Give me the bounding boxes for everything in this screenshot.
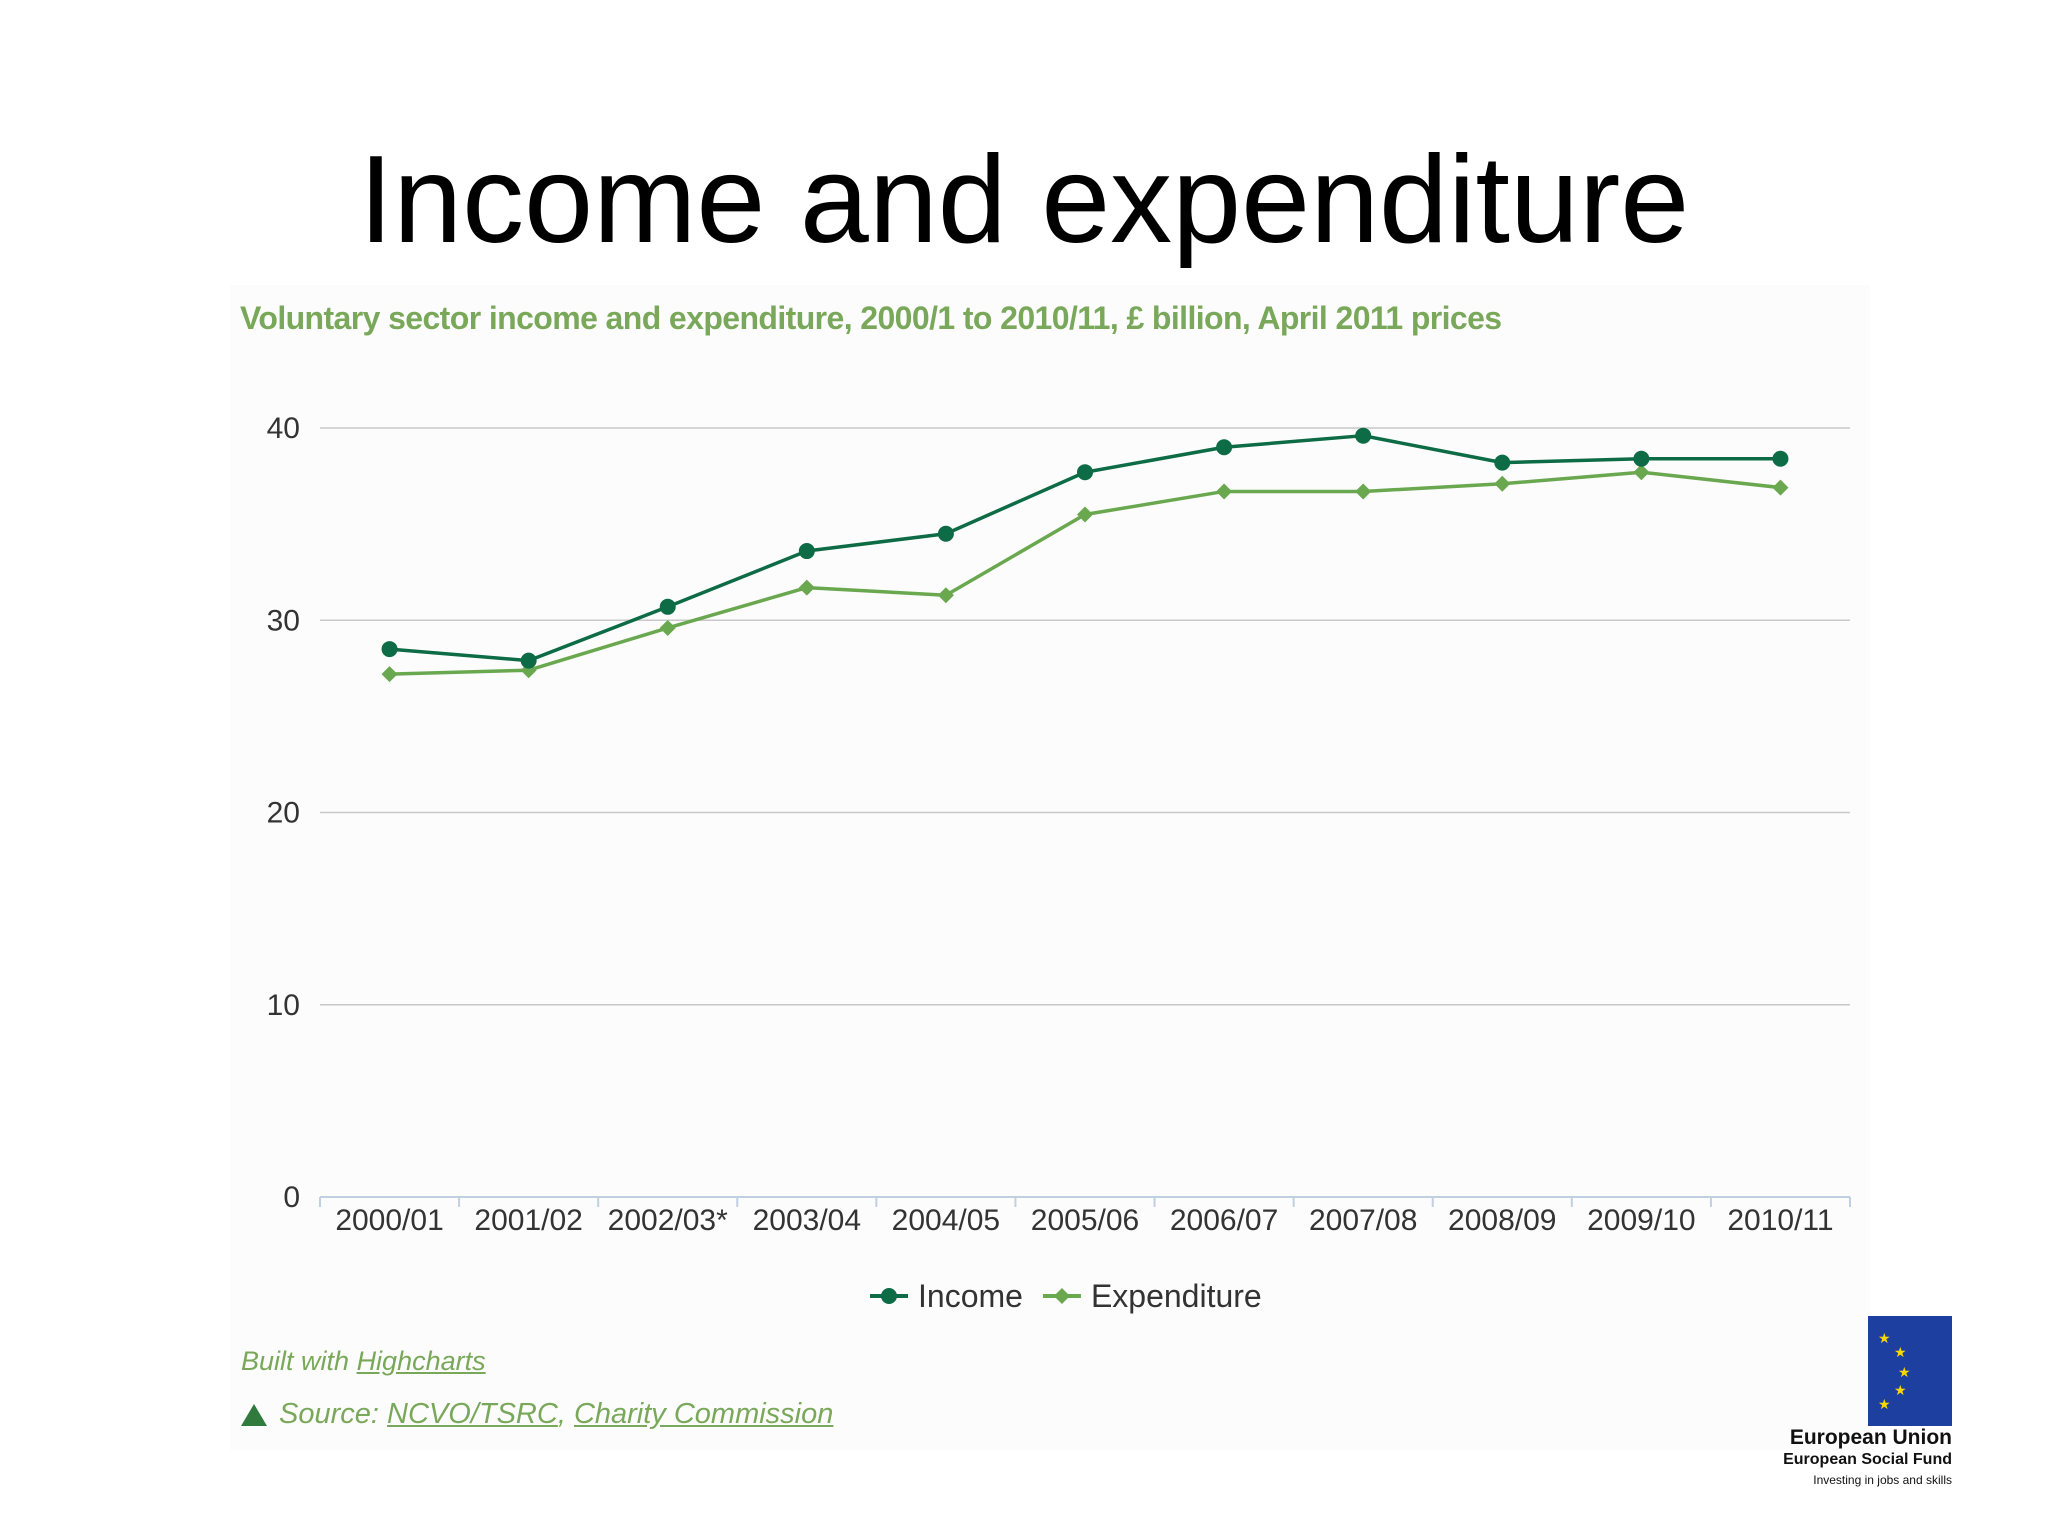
income-point bbox=[1772, 450, 1789, 467]
expenditure-line bbox=[389, 470, 1781, 676]
slide-title: Income and expenditure bbox=[358, 131, 1690, 269]
source-link-charity-commission[interactable]: Charity Commission bbox=[573, 1398, 834, 1430]
y-tick-label: 20 bbox=[267, 797, 300, 830]
eu-logo-line2: European Social Fund bbox=[1783, 1451, 1952, 1468]
y-tick-label: 40 bbox=[267, 412, 300, 445]
eu-logo-line3: Investing in jobs and skills bbox=[1813, 1473, 1952, 1487]
x-tick-label: 2005/06 bbox=[1031, 1204, 1139, 1237]
y-tick-label: 30 bbox=[267, 604, 300, 637]
x-tick-label: 2006/07 bbox=[1170, 1204, 1278, 1237]
eu-logo-line1: European Union bbox=[1789, 1426, 1952, 1449]
source-line: Source: NCVO/TSRC, Charity Commission bbox=[241, 1398, 833, 1431]
expenditure-point bbox=[1077, 506, 1093, 523]
income-point bbox=[520, 652, 537, 669]
y-tick-label: 10 bbox=[267, 989, 300, 1022]
triangle-icon bbox=[241, 1403, 267, 1426]
income-point bbox=[937, 525, 954, 542]
income-point bbox=[1077, 464, 1093, 481]
expenditure-point bbox=[798, 579, 815, 596]
legend: Income Expenditure bbox=[870, 1278, 1262, 1314]
credits-text: Built with bbox=[241, 1346, 350, 1376]
expenditure-point bbox=[1772, 479, 1789, 496]
series-income bbox=[381, 427, 1789, 669]
income-point bbox=[798, 543, 815, 560]
credits: Built with Highcharts bbox=[241, 1346, 486, 1377]
expenditure-point bbox=[1216, 483, 1233, 500]
y-tick-label: 0 bbox=[283, 1181, 300, 1214]
x-tick-label: 2003/04 bbox=[753, 1204, 861, 1237]
income-point bbox=[1216, 439, 1233, 456]
source-separator: , bbox=[557, 1398, 566, 1430]
eu-flag-icon: ★ ★ ★ ★ ★ bbox=[1868, 1316, 1952, 1426]
x-tick-label: 2010/11 bbox=[1727, 1204, 1833, 1237]
legend-marker bbox=[1053, 1288, 1070, 1304]
series-expenditure bbox=[381, 464, 1789, 683]
x-tick-label: 2004/05 bbox=[892, 1204, 1000, 1237]
income-point bbox=[381, 641, 398, 658]
income-point bbox=[659, 598, 676, 615]
highcharts-link[interactable]: Highcharts bbox=[356, 1346, 486, 1376]
expenditure-point bbox=[937, 587, 954, 604]
x-tick-label: 2008/09 bbox=[1448, 1204, 1556, 1237]
chart-panel bbox=[230, 285, 1870, 1450]
x-tick-label: 2001/02 bbox=[474, 1204, 582, 1237]
expenditure-point bbox=[1494, 475, 1511, 492]
x-tick-label: 2009/10 bbox=[1587, 1204, 1695, 1237]
expenditure-point bbox=[1355, 483, 1372, 500]
legend-label: Income bbox=[918, 1278, 1023, 1314]
expenditure-point bbox=[1633, 464, 1650, 481]
x-tick-label: 2002/03* bbox=[608, 1204, 728, 1237]
income-point bbox=[1633, 450, 1650, 467]
source-label: Source: bbox=[279, 1398, 379, 1430]
legend-label: Expenditure bbox=[1091, 1278, 1262, 1314]
income-point bbox=[1494, 454, 1511, 471]
x-tick-label: 2007/08 bbox=[1309, 1204, 1417, 1237]
x-tick-label: 2000/01 bbox=[335, 1204, 443, 1237]
legend-marker bbox=[881, 1288, 897, 1304]
axes: 0 10 20 30 40 2000/01 2001/02 2002/03* 2003/04 20… bbox=[267, 412, 1851, 1237]
income-point bbox=[1355, 427, 1372, 444]
series-lines bbox=[381, 427, 1789, 683]
chart-title: Voluntary sector income and expenditure,… bbox=[240, 300, 1502, 336]
grid-lines bbox=[320, 427, 1850, 1006]
expenditure-point bbox=[381, 666, 398, 683]
legend-item-expenditure: Expenditure bbox=[1042, 1278, 1262, 1314]
legend-item-income: Income bbox=[870, 1278, 1023, 1314]
eu-logo: ★ ★ ★ ★ ★ European Union European Social… bbox=[1776, 1316, 1956, 1496]
source-link-ncvo[interactable]: NCVO/TSRC bbox=[387, 1398, 558, 1430]
expenditure-point bbox=[659, 619, 676, 636]
